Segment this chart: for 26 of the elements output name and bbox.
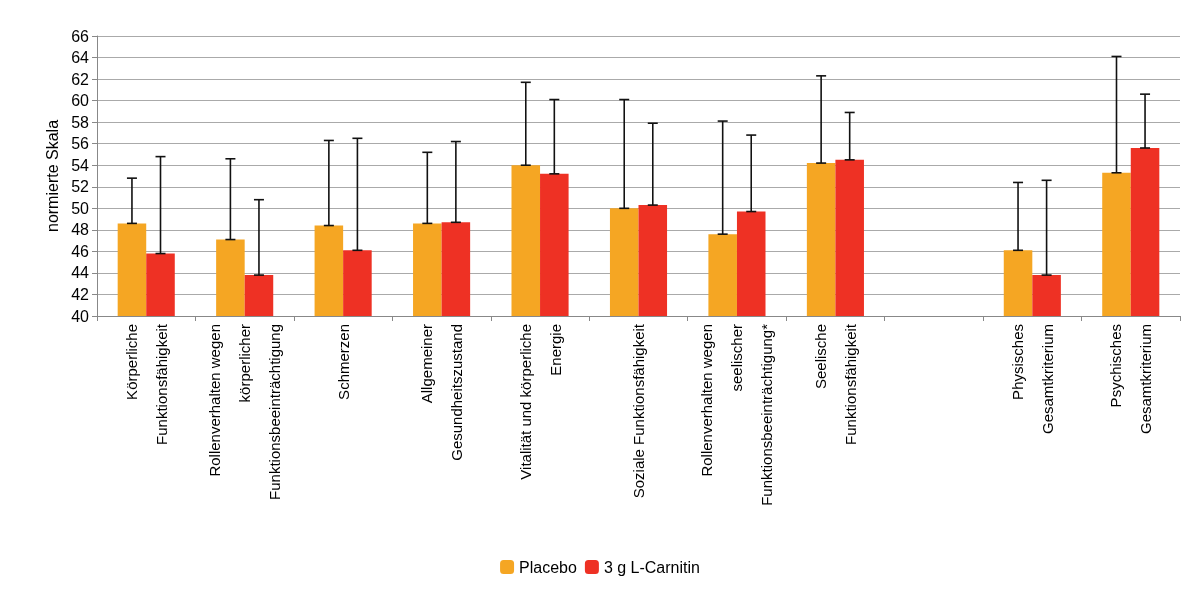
x-tick-label: Rollenverhalten wegen körperlicher Funktionsbeeinträchtigung xyxy=(206,324,284,500)
y-tick-label: 60 xyxy=(71,92,90,110)
y-axis-title: normierte Skala xyxy=(43,119,61,233)
y-tick-label: 42 xyxy=(71,285,90,303)
x-tick-label: Allgemeiner Gesundheitszustand xyxy=(418,324,466,461)
y-tick-label: 58 xyxy=(71,113,90,131)
x-tick-label: Psychisches Gesamtkriterium xyxy=(1107,324,1155,435)
y-tick-label: 44 xyxy=(71,264,90,282)
x-tick-label: Vitalität und körperliche Energie xyxy=(516,324,564,480)
y-tick-label: 40 xyxy=(71,307,90,325)
legend-label: 3 g L-Carnitin xyxy=(603,558,700,576)
y-tick-label: 56 xyxy=(71,135,90,153)
y-tick-label: 46 xyxy=(71,242,90,260)
legend-label: Placebo xyxy=(519,558,577,576)
x-tick-label: Physisches Gesamtkriterium xyxy=(1008,324,1056,435)
y-tick-label: 62 xyxy=(71,70,90,88)
x-tick-label: Körperliche Funktionsfähigkeit xyxy=(122,323,170,445)
x-tick-label: Schmerzen xyxy=(334,324,352,400)
y-tick-label: 64 xyxy=(71,49,90,67)
y-tick-label: 66 xyxy=(71,27,90,45)
y-tick-label: 50 xyxy=(71,199,90,217)
y-tick-label: 54 xyxy=(71,156,90,174)
x-tick-label: Rollenverhalten wegen seelischer Funktionsbeeinträchtigung* xyxy=(698,323,776,506)
y-tick-label: 52 xyxy=(71,178,90,196)
y-tick-label: 48 xyxy=(71,221,90,239)
x-tick-label: Soziale Funktionsfähigkeit xyxy=(630,323,647,499)
